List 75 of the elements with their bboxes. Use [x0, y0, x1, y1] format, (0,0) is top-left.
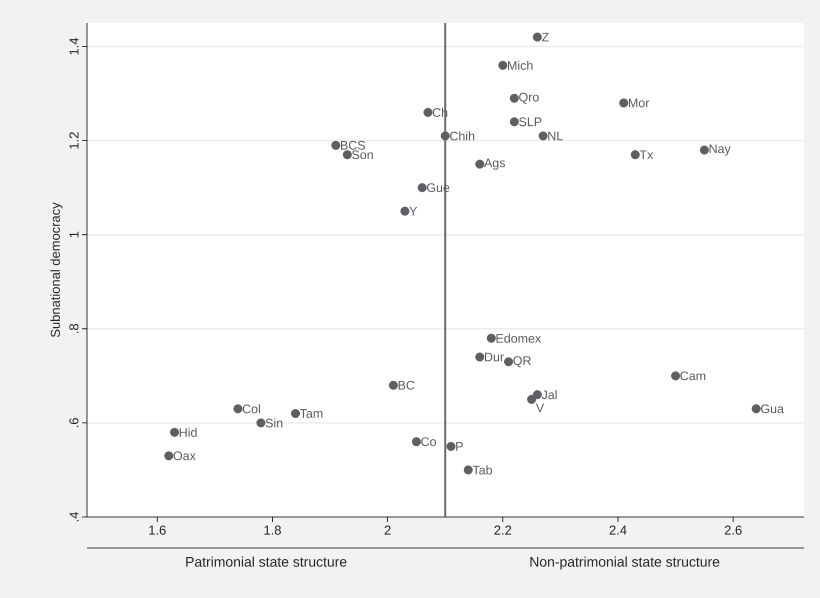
- annotation: SLP: [519, 117, 542, 126]
- point: [532, 32, 542, 42]
- annotation: Hid: [180, 428, 197, 437]
- point: [464, 465, 473, 474]
- y-tick-label: 1: [70, 232, 78, 238]
- y-tick-label: .4: [70, 512, 78, 522]
- annotation: Tab: [472, 465, 492, 475]
- point: [619, 98, 628, 108]
- annotation: NL: [548, 132, 563, 140]
- annotation: Oax: [174, 451, 196, 460]
- x-tick-label: 1.6: [149, 526, 166, 535]
- x-tick-label: 2: [384, 526, 391, 535]
- point: [423, 108, 432, 117]
- point: [475, 160, 484, 169]
- y-tick-label: .8: [69, 324, 78, 334]
- point: [538, 131, 548, 140]
- annotation: QR: [513, 356, 531, 368]
- y-tick-label: .6: [69, 418, 78, 428]
- annotation: BCS: [341, 140, 366, 150]
- annotation: Tam: [300, 409, 322, 418]
- annotation: Jal: [542, 390, 557, 400]
- y-tick-label: 1.4: [70, 38, 78, 55]
- annotation: P: [456, 442, 463, 451]
- annotation: Nay: [710, 144, 731, 156]
- annotation: Edomex: [496, 334, 542, 343]
- point: [532, 390, 542, 400]
- point: [331, 140, 340, 150]
- annotation: BC: [398, 380, 414, 390]
- annotation: Mor: [628, 98, 650, 108]
- point: [412, 437, 421, 446]
- annotation: V: [536, 404, 544, 412]
- annotation: Ags: [484, 158, 505, 170]
- annotation: Z: [542, 32, 549, 42]
- x-tick-label: 1.8: [264, 526, 281, 535]
- point: [388, 380, 398, 390]
- point: [440, 131, 450, 140]
- annotation: Son: [352, 150, 373, 160]
- point: [510, 94, 519, 103]
- annotation: Chih: [450, 131, 474, 140]
- x-tick-label: 2.2: [494, 526, 512, 535]
- x-tick-label: 2.4: [610, 526, 627, 535]
- point: [256, 418, 266, 428]
- annotation: Tx: [640, 150, 654, 160]
- annotation: Sin: [266, 418, 282, 428]
- annotation: Gua: [761, 404, 784, 414]
- point: [504, 357, 514, 366]
- point: [486, 334, 496, 343]
- point: [630, 150, 640, 160]
- point: [498, 60, 508, 70]
- y-tick-label: 1.2: [69, 132, 78, 149]
- point: [418, 183, 427, 192]
- point: [446, 442, 456, 451]
- point: [233, 404, 242, 414]
- point: [170, 428, 180, 437]
- annotation: Mich: [508, 60, 532, 70]
- point: [290, 408, 300, 418]
- point: [510, 117, 519, 126]
- point: [700, 146, 709, 155]
- point: [752, 404, 761, 414]
- point: [671, 371, 680, 380]
- point: [400, 206, 410, 216]
- point: [164, 451, 174, 460]
- point: [475, 352, 484, 362]
- annotation: Dur: [484, 352, 504, 362]
- text: Non-patrimonial state structure: [530, 556, 720, 570]
- annotation: Qro: [519, 92, 539, 104]
- point: [527, 394, 536, 404]
- x-tick-label: 2.6: [724, 526, 742, 535]
- annotation: Cam: [680, 371, 706, 380]
- point: [342, 150, 352, 160]
- annotation: Co: [421, 437, 436, 446]
- annotation: Y: [409, 206, 418, 216]
- annotation: Col: [242, 404, 260, 414]
- text: Patrimonial state structure: [186, 556, 346, 567]
- y-axis-title: Subnational democracy: [50, 202, 62, 338]
